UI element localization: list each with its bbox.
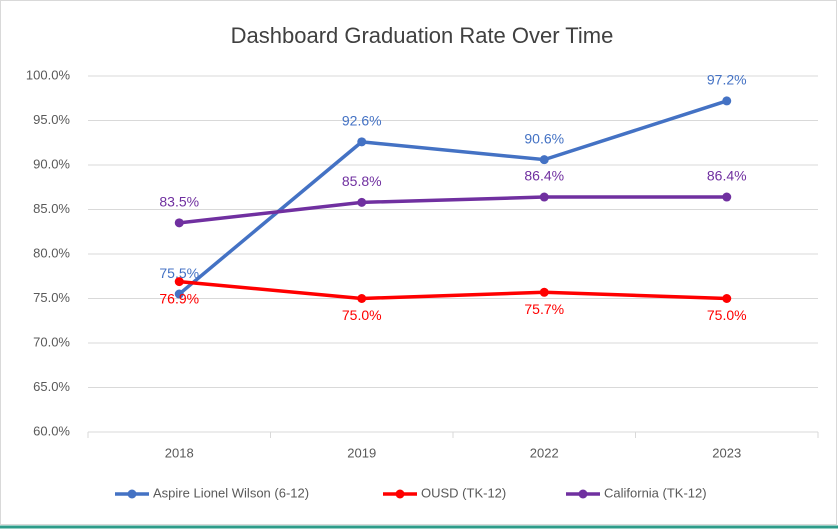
y-tick-label: 95.0% xyxy=(33,112,70,127)
data-label: 75.0% xyxy=(342,307,382,323)
y-tick-label: 100.0% xyxy=(26,67,71,82)
series-line xyxy=(178,99,728,296)
y-tick-label: 90.0% xyxy=(33,156,70,171)
data-label: 97.2% xyxy=(707,72,747,88)
point xyxy=(539,192,549,202)
data-label: 86.4% xyxy=(707,168,747,184)
point xyxy=(174,277,184,287)
legend-marker xyxy=(395,489,405,499)
y-tick-label: 85.0% xyxy=(33,201,70,216)
legend-label: Aspire Lionel Wilson (6-12) xyxy=(153,485,309,500)
data-label: 90.6% xyxy=(524,130,564,146)
data-label: 75.5% xyxy=(159,265,199,281)
data-label: 83.5% xyxy=(159,194,199,210)
y-tick-label: 70.0% xyxy=(33,334,70,349)
legend-marker xyxy=(127,489,137,499)
data-label: 85.8% xyxy=(342,173,382,189)
data-label: 75.0% xyxy=(707,307,747,323)
point xyxy=(722,294,732,303)
data-label: 86.4% xyxy=(524,168,564,184)
legend-label: OUSD (TK-12) xyxy=(421,485,506,500)
point xyxy=(174,289,184,299)
x-tick-label: 2018 xyxy=(165,445,194,460)
y-tick-label: 80.0% xyxy=(33,245,70,260)
point xyxy=(357,197,367,207)
point xyxy=(539,155,549,165)
series-line xyxy=(179,279,727,301)
y-tick-label: 60.0% xyxy=(33,423,70,438)
point xyxy=(539,287,549,297)
point xyxy=(722,192,732,202)
point xyxy=(357,294,367,303)
series-line xyxy=(179,195,727,225)
y-tick-label: 75.0% xyxy=(33,290,70,305)
x-tick-label: 2022 xyxy=(530,445,559,460)
chart-title: Dashboard Graduation Rate Over Time xyxy=(231,23,614,48)
legend-label: California (TK-12) xyxy=(604,485,707,500)
y-tick-label: 65.0% xyxy=(33,379,70,394)
point xyxy=(174,218,184,228)
x-tick-label: 2019 xyxy=(347,445,376,460)
legend-marker xyxy=(578,489,588,499)
point xyxy=(722,96,732,106)
point xyxy=(357,137,367,147)
data-label: 76.9% xyxy=(159,290,199,306)
data-label: 92.6% xyxy=(342,113,382,129)
x-tick-label: 2023 xyxy=(712,445,741,460)
data-label: 75.7% xyxy=(524,301,564,317)
